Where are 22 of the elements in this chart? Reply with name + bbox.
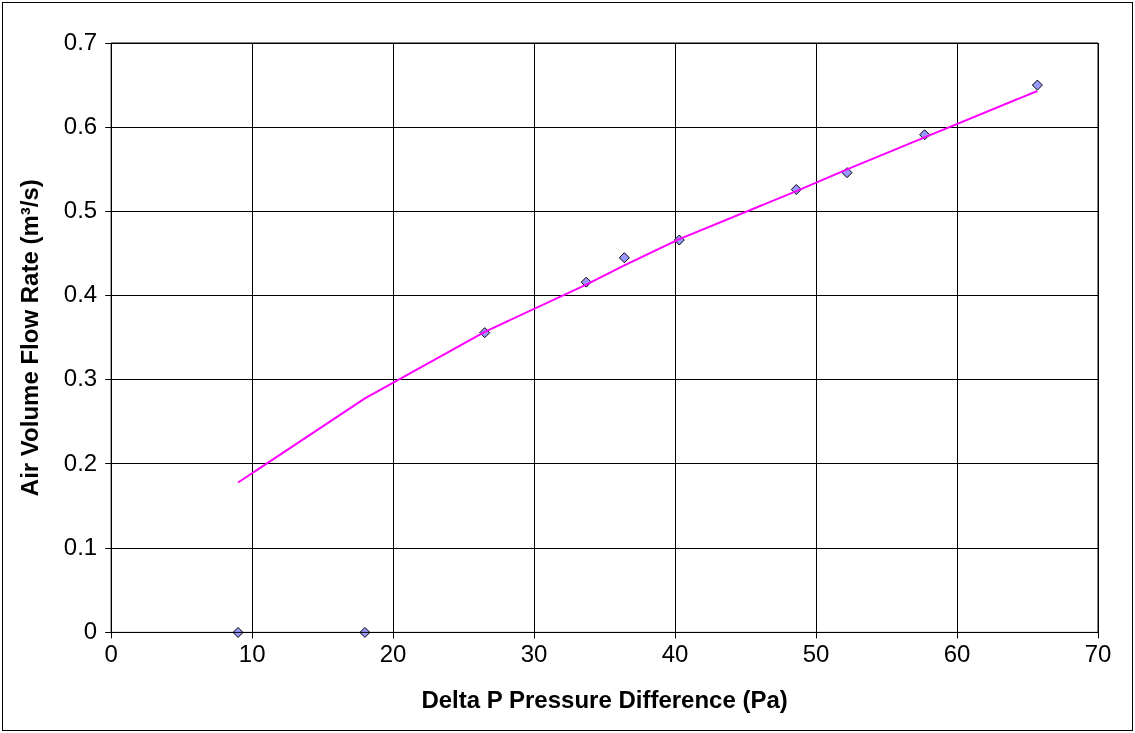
point — [232, 626, 244, 638]
point — [1031, 79, 1043, 91]
y-tick-label: 0 — [83, 617, 98, 645]
x-axis-title: Delta P Pressure Difference (Pa) — [421, 686, 788, 714]
y-tick-label: 0.6 — [63, 111, 98, 139]
x-tick-label: 10 — [238, 640, 266, 668]
y-tick-label: 0.2 — [63, 448, 98, 476]
point — [359, 626, 371, 638]
x-tick-label: 0 — [104, 640, 118, 668]
x-tick-label: 40 — [661, 640, 689, 668]
y-tick-label: 0.7 — [63, 27, 98, 55]
x-tick-label: 20 — [379, 640, 407, 668]
y-tick-label: 0.3 — [63, 364, 98, 392]
x-tick-label: 50 — [802, 640, 830, 668]
y-axis-title: Air Volume Flow Rate (m³/s) — [16, 179, 44, 497]
x-tick-label: 60 — [943, 640, 971, 668]
x-tick-label: 30 — [520, 640, 548, 668]
y-tick-label: 0.5 — [63, 196, 98, 224]
y-tick-label: 0.1 — [63, 532, 98, 560]
point — [618, 252, 630, 264]
y-tick-label: 0.4 — [63, 280, 98, 308]
x-tick-label: 70 — [1084, 640, 1112, 668]
